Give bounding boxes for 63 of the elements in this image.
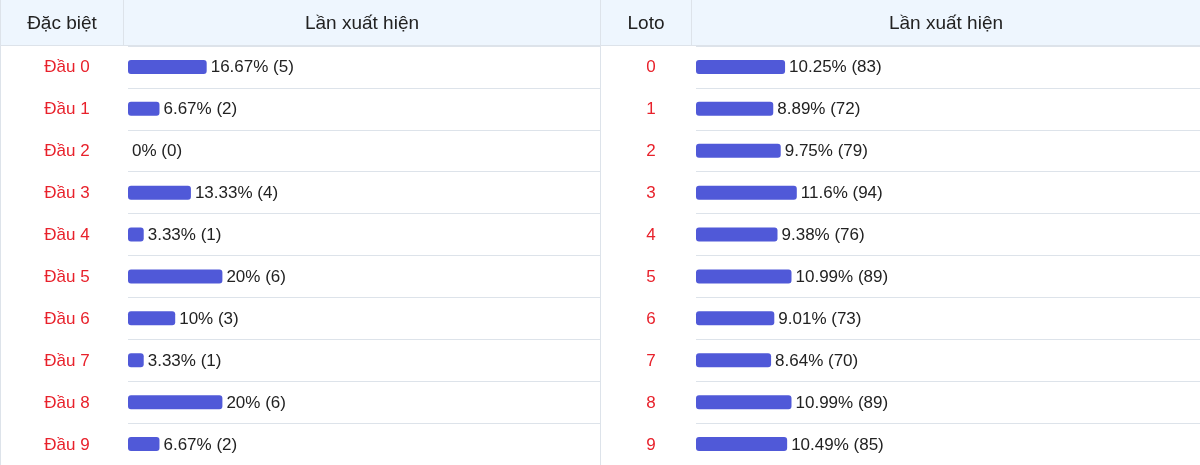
- data-label: 10.25% (83): [789, 57, 882, 77]
- data-label: 16.67% (5): [210, 57, 294, 77]
- y-tick-label: Đầu 3: [44, 183, 90, 203]
- bar: [696, 311, 775, 326]
- data-label: 8.89% (72): [777, 99, 861, 119]
- data-label: 9.38% (76): [781, 225, 865, 245]
- data-label: 9.75% (79): [784, 141, 868, 161]
- bar: [128, 353, 144, 368]
- y-axis-title: Đặc biệt: [1, 0, 124, 45]
- y-tick-label: 9: [646, 434, 656, 454]
- data-label: 3.33% (1): [147, 350, 222, 370]
- y-tick-label: 5: [646, 266, 656, 286]
- y-tick-label: 6: [646, 308, 656, 328]
- y-tick-label: 4: [646, 225, 656, 245]
- bar: [128, 227, 144, 242]
- y-tick-label: Đầu 7: [44, 350, 90, 370]
- data-label: 6.67% (2): [163, 434, 238, 454]
- bar: [128, 101, 160, 116]
- bar: [696, 269, 792, 284]
- data-label: 9.01% (73): [778, 308, 862, 328]
- data-label: 10.49% (85): [791, 434, 884, 454]
- y-tick-label: Đầu 5: [44, 266, 90, 286]
- y-tick-label: 7: [646, 350, 656, 370]
- y-tick-label: Đầu 9: [44, 434, 90, 454]
- y-tick-label: Đầu 0: [44, 57, 90, 77]
- y-tick-label: Đầu 1: [44, 99, 90, 119]
- bar: [128, 185, 191, 200]
- data-label: 11.6% (94): [800, 183, 883, 203]
- bar: [128, 269, 223, 284]
- bar: [696, 143, 781, 158]
- data-label: 13.33% (4): [194, 183, 279, 203]
- y-tick-label: 2: [646, 141, 656, 161]
- data-label: 10.99% (89): [795, 266, 889, 286]
- bar: [696, 185, 797, 200]
- y-tick-label: Đầu 8: [44, 392, 90, 412]
- x-axis-title: Lần xuất hiện: [887, 10, 1005, 35]
- bar: [128, 59, 207, 74]
- y-axis-title: Loto: [601, 0, 692, 45]
- bar: [696, 437, 788, 452]
- y-tick-label: 3: [646, 183, 656, 203]
- bar: [696, 227, 778, 242]
- data-label: 6.67% (2): [163, 99, 238, 119]
- data-label: 10.99% (89): [795, 392, 889, 412]
- bar: [128, 437, 160, 452]
- y-tick-label: 8: [646, 392, 656, 412]
- data-label: 3.33% (1): [147, 225, 222, 245]
- bar: [696, 395, 792, 410]
- y-tick-label: Đầu 4: [44, 225, 90, 245]
- data-label: 0% (0): [132, 141, 183, 161]
- x-axis-title: Lần xuất hiện: [303, 10, 421, 35]
- bar: [128, 395, 223, 410]
- y-tick-label: Đầu 6: [44, 308, 90, 328]
- data-label: 8.64% (70): [775, 350, 859, 370]
- bar: [696, 101, 774, 116]
- y-tick-label: Đầu 2: [44, 141, 90, 161]
- bar: [128, 311, 176, 326]
- data-label: 20% (6): [226, 392, 286, 412]
- bar: [696, 59, 786, 74]
- data-label: 20% (6): [226, 266, 286, 286]
- data-label: 10% (3): [179, 308, 239, 328]
- y-tick-label: 1: [646, 99, 656, 119]
- bar: [696, 353, 772, 368]
- y-tick-label: 0: [646, 57, 656, 77]
